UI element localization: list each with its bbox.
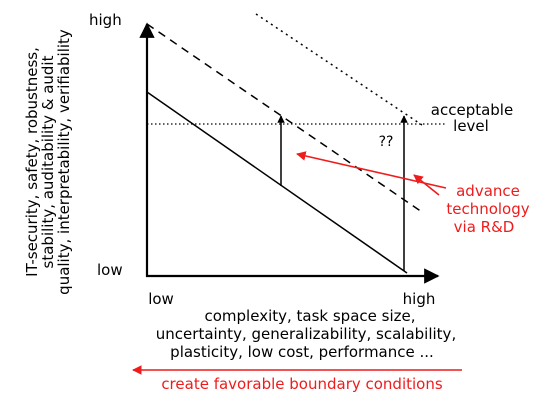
question-mark-label: ?? <box>379 134 394 150</box>
y-high-label: high <box>89 11 122 29</box>
y-axis-title-line-3: quality, interpretability, verifiability <box>55 29 73 295</box>
y-axis-title: IT-security, safety, robustness, stabili… <box>23 29 73 295</box>
x-axis-title-line-3: plasticity, low cost, performance ... <box>170 343 434 361</box>
y-low-label: low <box>97 261 123 279</box>
future-tradeoff-line <box>255 13 423 126</box>
x-low-label: low <box>148 290 174 308</box>
advance-label-line-2: technology <box>446 200 529 218</box>
current-tradeoff-line <box>146 91 408 274</box>
x-high-label: high <box>403 290 436 308</box>
x-axis-title-line-2: uncertainty, generalizability, scalabili… <box>156 325 456 343</box>
acceptable-label-line-2: level <box>453 117 489 135</box>
x-axis-title-line-1: complexity, task space size, <box>205 307 416 325</box>
x-axis-title: complexity, task space size, uncertainty… <box>156 307 456 361</box>
y-axis-title-line-1: IT-security, safety, robustness, <box>23 47 41 277</box>
advance-arrow-to-right <box>413 174 440 196</box>
advance-label-line-3: via R&D <box>454 218 515 236</box>
advanced-tradeoff-line <box>146 23 423 213</box>
boundary-conditions-label: create favorable boundary conditions <box>161 375 443 393</box>
advance-label-line-1: advance <box>456 182 520 200</box>
y-axis-title-line-2: stability, auditability & audit <box>39 55 57 268</box>
acceptable-label-line-1: acceptable <box>431 101 513 119</box>
